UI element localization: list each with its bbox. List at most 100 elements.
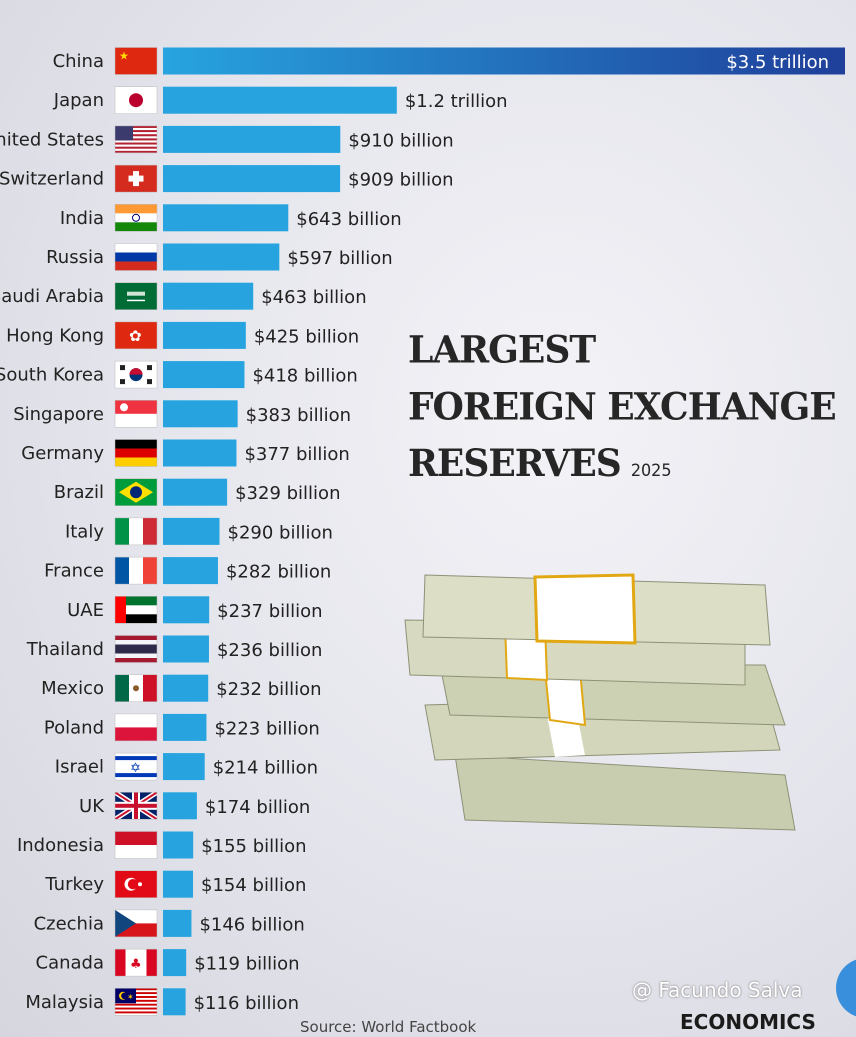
- bar: [163, 400, 238, 428]
- bar-row-united-states: United States $910 billion: [0, 125, 454, 154]
- bar: [163, 909, 192, 937]
- bar-row-malaysia: Malaysia ✶ $116 billion: [25, 988, 299, 1016]
- flag-fr-icon: [114, 556, 158, 585]
- bar-row-italy: Italy $290 billion: [65, 517, 333, 546]
- bar: [163, 165, 341, 193]
- bar: [163, 282, 254, 310]
- bar: [163, 86, 397, 114]
- bar: [163, 47, 845, 75]
- data-label: $119 billion: [194, 954, 299, 975]
- bar-row-india: India $643 billion: [60, 204, 402, 232]
- bar-row-china: China ★ $3.5 trillion: [53, 47, 845, 75]
- bar: [163, 596, 210, 624]
- data-label: $1.2 trillion: [405, 91, 508, 112]
- category-label: Japan: [53, 90, 104, 111]
- bar: [163, 204, 289, 232]
- category-label: UK: [79, 796, 105, 817]
- data-label: $290 billion: [228, 522, 333, 543]
- flag-jp-icon: [114, 86, 158, 114]
- bar: [163, 321, 246, 349]
- data-label: $910 billion: [348, 130, 453, 151]
- svg-text:✶: ✶: [127, 992, 134, 1001]
- flag-th-icon: [114, 635, 158, 663]
- data-label: $155 billion: [201, 836, 306, 857]
- bar-row-turkey: Turkey $154 billion: [44, 870, 306, 898]
- bar-row-south-korea: South Korea $418 billion: [0, 360, 358, 389]
- data-label: $146 billion: [199, 914, 304, 935]
- bar-row-germany: Germany $377 billion: [21, 439, 350, 467]
- category-label: Poland: [44, 717, 104, 738]
- bar-row-russia: Russia $597 billion: [46, 243, 393, 271]
- bar-row-singapore: Singapore $383 billion: [13, 400, 351, 428]
- category-label: Germany: [21, 443, 104, 464]
- category-label: Singapore: [13, 404, 104, 425]
- data-label: $232 billion: [216, 679, 321, 700]
- category-label: Czechia: [34, 913, 104, 934]
- bar-row-indonesia: Indonesia $155 billion: [17, 831, 307, 859]
- title-line-2: FOREIGN EXCHANGE: [408, 384, 837, 429]
- bar: [163, 517, 220, 545]
- data-label: $154 billion: [201, 875, 306, 896]
- bar-row-france: France $282 billion: [44, 556, 331, 585]
- flag-my-icon: ✶: [114, 988, 158, 1016]
- bar: [163, 949, 187, 977]
- bar-row-poland: Poland $223 billion: [44, 713, 320, 742]
- bar: [163, 439, 237, 467]
- flag-ru-icon: [114, 243, 158, 271]
- flag-ae-icon: [114, 596, 158, 624]
- bar-row-uk: UK $174 billion: [79, 792, 310, 820]
- data-label: $425 billion: [254, 326, 359, 347]
- svg-text:♣: ♣: [130, 957, 142, 972]
- category-label: United States: [0, 129, 104, 150]
- category-label: Russia: [46, 247, 104, 268]
- svg-text:✡: ✡: [130, 761, 141, 776]
- source-note: Source: World Factbook: [300, 1018, 477, 1036]
- data-label: $236 billion: [217, 640, 322, 661]
- bar-row-japan: Japan $1.2 trillion: [53, 86, 508, 114]
- bar: [163, 674, 209, 702]
- bar: [163, 243, 280, 271]
- category-label: France: [44, 561, 104, 582]
- bar-row-brazil: Brazil $329 billion: [54, 478, 340, 506]
- category-label: Turkey: [44, 874, 104, 895]
- data-label: $282 billion: [226, 562, 331, 583]
- money-stack-image: [404, 573, 796, 831]
- flag-cn-icon: ★: [114, 47, 158, 75]
- flag-mx-icon: [114, 674, 158, 702]
- data-label: $174 billion: [205, 797, 310, 818]
- bar-row-israel: Israel ✡ $214 billion: [55, 752, 318, 781]
- bar-row-saudi-arabia: Saudi Arabia $463 billion: [0, 282, 367, 310]
- data-label: $214 billion: [213, 758, 318, 779]
- author-watermark: @ Facundo Salva: [632, 978, 803, 1002]
- data-label: $909 billion: [348, 170, 453, 191]
- data-label: $597 billion: [287, 248, 392, 269]
- publisher-logo: ECONOMICS: [680, 1010, 816, 1034]
- data-label: $116 billion: [194, 993, 299, 1014]
- data-label: $377 billion: [244, 444, 349, 465]
- flag-cz-icon: [114, 909, 158, 938]
- category-label: China: [53, 51, 104, 72]
- floating-chat-button[interactable]: [836, 958, 856, 1018]
- bar: [163, 831, 194, 859]
- data-label: $418 billion: [252, 366, 357, 387]
- bar-row-mexico: Mexico $232 billion: [41, 674, 322, 702]
- data-label: $383 billion: [246, 405, 351, 426]
- flag-tr-icon: [114, 870, 158, 898]
- bar-row-thailand: Thailand $236 billion: [26, 635, 322, 663]
- category-label: South Korea: [0, 365, 104, 386]
- bar-row-hong-kong: Hong Kong ✿ $425 billion: [6, 321, 359, 350]
- title-line-3: RESERVES: [408, 441, 622, 486]
- flag-id-icon: [114, 831, 158, 859]
- bar: [163, 753, 205, 781]
- flag-gb-icon: [114, 792, 158, 820]
- data-label: $329 billion: [235, 483, 340, 504]
- flag-pl-icon: [114, 713, 158, 742]
- bar-row-canada: Canada ♣ $119 billion: [36, 948, 300, 977]
- flag-ca-icon: ♣: [114, 948, 158, 977]
- bar-row-czechia: Czechia $146 billion: [34, 909, 305, 938]
- bar: [163, 361, 245, 389]
- svg-text:✿: ✿: [129, 327, 142, 345]
- flag-hk-icon: ✿: [114, 321, 158, 350]
- flag-in-icon: [114, 204, 158, 232]
